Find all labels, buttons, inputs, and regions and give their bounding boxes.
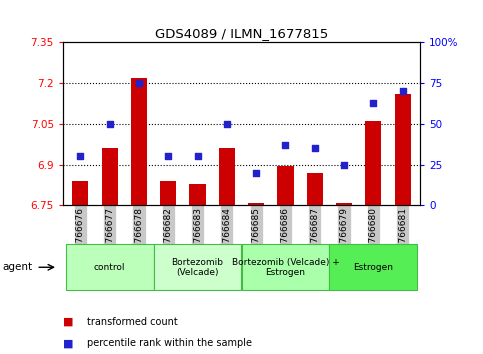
Point [223, 121, 231, 127]
Title: GDS4089 / ILMN_1677815: GDS4089 / ILMN_1677815 [155, 27, 328, 40]
Point [76, 154, 84, 159]
Point [369, 100, 377, 105]
Text: Bortezomib (Velcade) +
Estrogen: Bortezomib (Velcade) + Estrogen [231, 258, 340, 277]
Point [194, 154, 201, 159]
Bar [189, 184, 206, 205]
Point [399, 88, 407, 94]
Point [164, 154, 172, 159]
Point [252, 170, 260, 176]
Point [311, 145, 319, 151]
Bar [307, 173, 323, 205]
Bar [160, 181, 176, 205]
Bar [395, 94, 411, 205]
Bar [219, 148, 235, 205]
Text: percentile rank within the sample: percentile rank within the sample [87, 338, 252, 348]
Text: Bortezomib
(Velcade): Bortezomib (Velcade) [171, 258, 224, 277]
Bar [242, 244, 329, 290]
Text: agent: agent [2, 262, 32, 272]
Bar [329, 244, 417, 290]
Text: transformed count: transformed count [87, 317, 178, 327]
Bar [277, 166, 294, 205]
Point [135, 80, 143, 86]
Bar [101, 148, 118, 205]
Bar [248, 204, 264, 205]
Bar [365, 121, 382, 205]
Text: control: control [94, 263, 126, 272]
Bar [131, 78, 147, 205]
Bar [336, 204, 352, 205]
Bar [66, 244, 154, 290]
Bar [72, 181, 88, 205]
Point [340, 162, 348, 167]
Point [106, 121, 114, 127]
Text: Estrogen: Estrogen [354, 263, 393, 272]
Bar [154, 244, 242, 290]
Text: ■: ■ [63, 338, 73, 348]
Point [282, 142, 289, 148]
Text: ■: ■ [63, 317, 73, 327]
